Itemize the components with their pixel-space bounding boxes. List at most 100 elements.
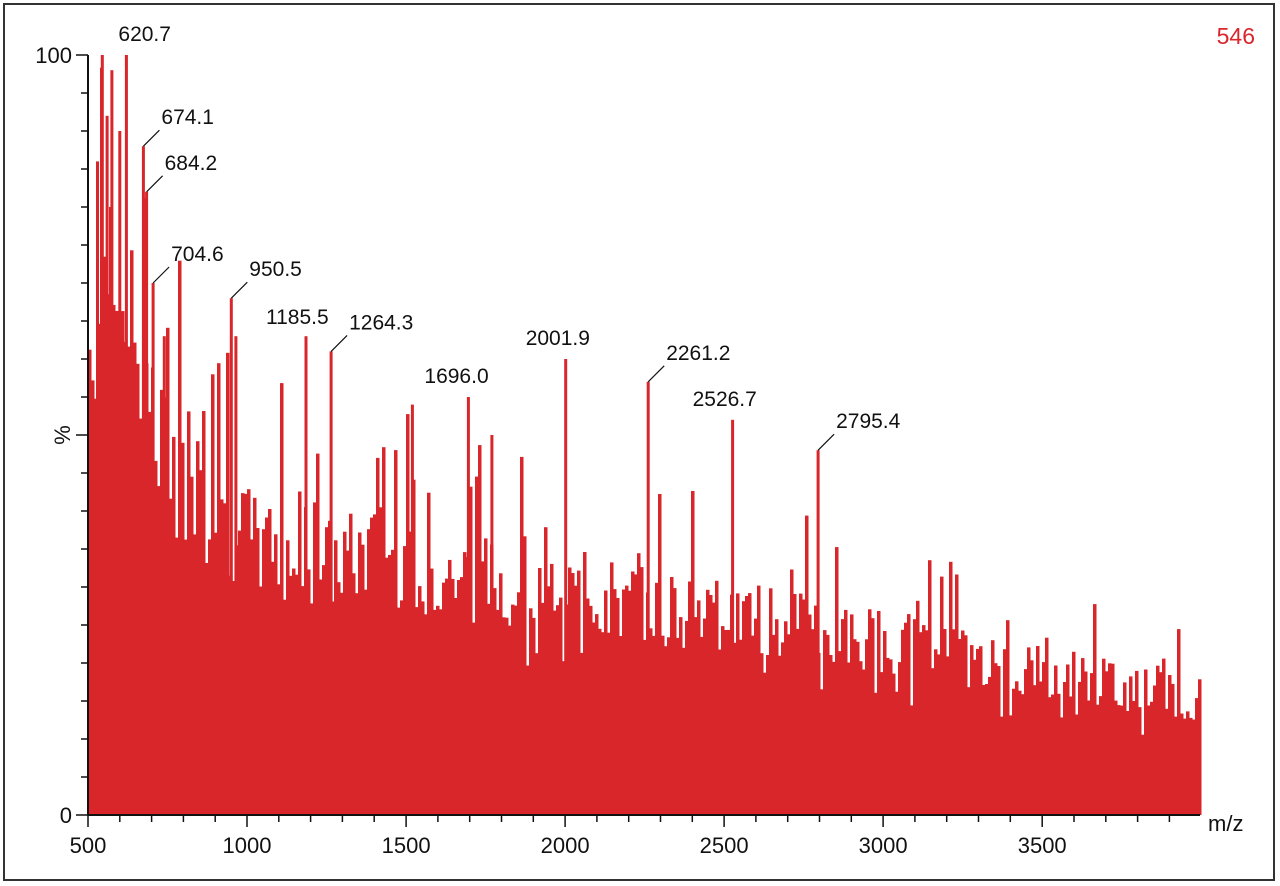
spectrum-bar <box>430 568 434 815</box>
spectrum-bar <box>1189 717 1193 815</box>
spectrum-bar <box>460 577 464 815</box>
spectrum-bar <box>1057 693 1061 815</box>
spectrum-bar <box>529 608 533 815</box>
labeled-peak-684.2 <box>145 191 149 816</box>
spectrum-bar <box>1192 719 1196 815</box>
spectrum-bar <box>1024 669 1028 815</box>
spectrum-bar <box>796 628 800 815</box>
spectrum-bar <box>289 575 293 815</box>
spectrum-bar <box>655 582 659 815</box>
spectrum-bar <box>784 621 788 815</box>
spectrum-bar <box>661 635 665 815</box>
spectrum-bar <box>1168 675 1172 815</box>
spectrum-bar <box>1045 637 1049 815</box>
spectrum-bar <box>574 585 578 815</box>
spectrum-bar <box>514 605 518 815</box>
spectrum-bar <box>1072 651 1076 815</box>
spectrum-bar <box>958 639 962 815</box>
spectrum-bar <box>136 363 140 815</box>
spectrum-bar <box>946 656 950 815</box>
x-axis-title: m/z <box>1208 811 1243 836</box>
spectrum-bar <box>250 539 254 815</box>
spectrum-bar <box>634 574 638 815</box>
labeled-peak-2526.7 <box>731 419 735 815</box>
spectrum-bar <box>724 630 728 815</box>
spectrum-bar <box>523 536 527 815</box>
spectrum-bar <box>1138 707 1142 815</box>
spectrum-bar <box>103 256 107 815</box>
spectrum-bar <box>931 668 935 815</box>
spectrum-bar <box>1075 714 1079 815</box>
spectrum-bar <box>427 492 431 815</box>
spectrum-bar <box>436 605 440 815</box>
spectrum-bar <box>340 592 344 815</box>
labeled-peak-2795.4 <box>816 450 820 815</box>
spectrum-bar <box>355 593 359 815</box>
spectrum-bar <box>475 476 479 815</box>
spectrum-bar <box>1111 663 1115 815</box>
spectrum-bar <box>544 527 548 815</box>
peak-leader-line <box>146 175 164 193</box>
spectrum-peak <box>234 336 238 815</box>
spectrum-bar <box>445 578 449 815</box>
spectrum-bar <box>727 629 731 815</box>
spectrum-bar <box>865 639 869 815</box>
spectrum-bar <box>541 602 545 815</box>
peak-label: 704.6 <box>171 243 224 266</box>
spectrum-bar <box>802 599 806 815</box>
spectrum-bar <box>1054 665 1058 815</box>
spectrum-bar <box>439 609 443 815</box>
spectrum-bar <box>775 619 779 815</box>
spectrum-bar <box>253 497 257 815</box>
spectrum-bar <box>757 585 761 815</box>
spectrum-bar <box>856 641 860 815</box>
spectrum-bar <box>889 659 893 815</box>
spectrum-bar <box>976 648 980 815</box>
spectrum-bar <box>1021 694 1025 815</box>
spectrum-bar <box>874 692 878 815</box>
spectrum-bar <box>1066 664 1070 815</box>
spectrum-bar <box>307 569 311 815</box>
spectrum-bar <box>325 527 329 815</box>
spectrum-bar <box>310 603 314 815</box>
spectrum-bar <box>313 502 317 815</box>
spectrum-bar <box>193 534 197 815</box>
spectrum-bar <box>172 436 176 815</box>
spectrum-bar <box>478 445 482 815</box>
spectrum-bar <box>907 614 911 815</box>
spectrum-bar <box>769 588 773 815</box>
spectrum-bar <box>1186 711 1190 815</box>
spectrum-bar <box>187 411 191 815</box>
spectrum-bar <box>583 552 587 815</box>
spectrum-bar <box>532 617 536 815</box>
spectrum-bar <box>457 580 461 815</box>
spectrum-bar <box>1150 701 1154 815</box>
spectrum-bar <box>910 705 914 815</box>
spectrum-bar <box>994 663 998 815</box>
spectrum-bar <box>952 629 956 815</box>
labeled-peak-2001.9 <box>564 359 568 815</box>
spectrum-bar <box>868 609 872 815</box>
spectrum-bar <box>88 349 92 815</box>
spectrum-bar <box>895 691 899 815</box>
labeled-peak-950.5 <box>229 298 233 815</box>
spectrum-bar <box>808 614 812 815</box>
spectrum-bar <box>259 586 263 815</box>
spectrum-bar <box>535 653 539 815</box>
spectrum-bar <box>826 634 830 815</box>
spectrum-bar <box>238 530 242 815</box>
spectrum-peak <box>410 404 414 815</box>
spectrum-bar <box>991 640 995 815</box>
spectrum-bar <box>484 538 488 815</box>
spectrum-bar <box>949 561 953 815</box>
spectrum-bar <box>715 580 719 815</box>
spectrum-bar <box>1099 696 1103 815</box>
spectrum-bar <box>268 509 272 815</box>
spectrum-bar <box>184 539 188 815</box>
spectrum-bar <box>262 529 266 815</box>
spectrum-bar <box>511 604 515 815</box>
spectrum-bar <box>790 569 794 815</box>
spectrum-bar <box>1159 672 1163 815</box>
x-tick-label: 2500 <box>700 833 749 858</box>
spectrum-bar <box>562 661 566 815</box>
